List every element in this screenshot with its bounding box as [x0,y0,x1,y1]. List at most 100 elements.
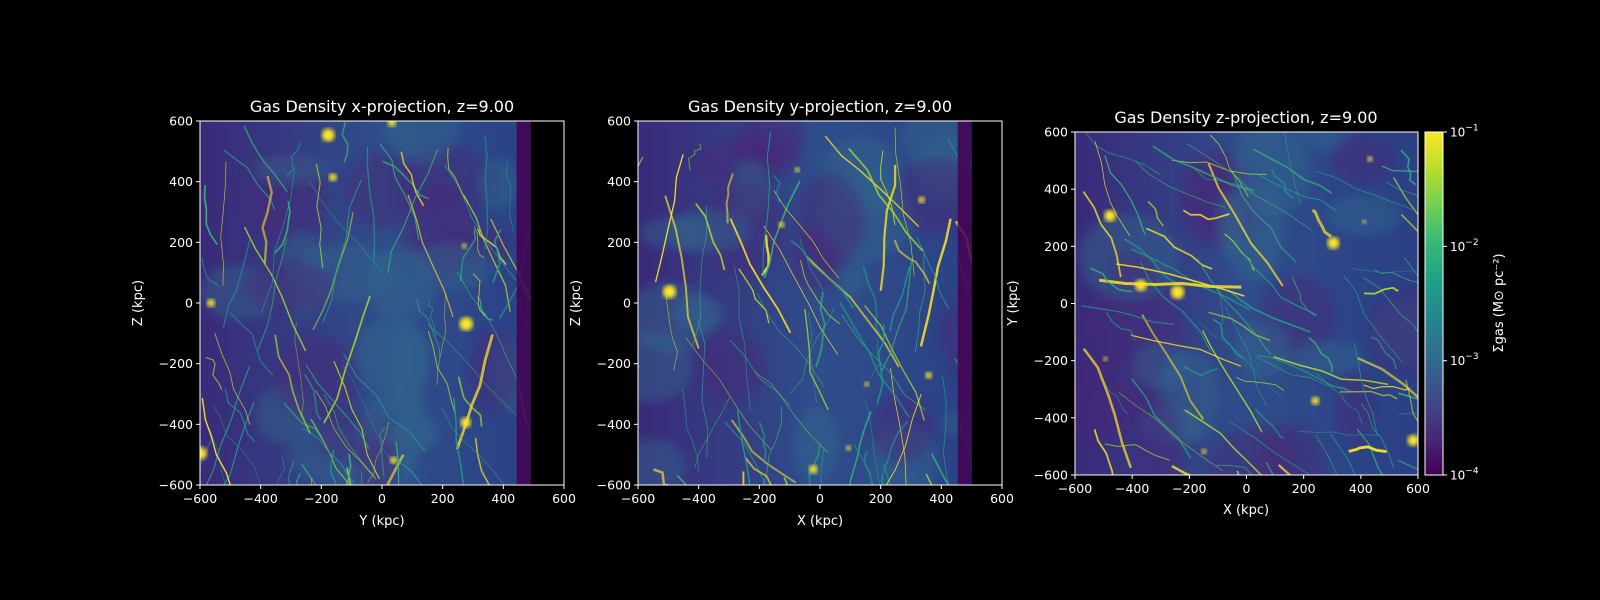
density-filament [773,175,786,207]
density-blotch [732,133,797,165]
density-filament [1227,289,1311,333]
density-filament [1339,390,1398,400]
density-filament [1353,343,1378,434]
x-tick-label: −400 [243,491,277,506]
density-filament [220,161,227,286]
density-knot [460,417,471,428]
x-tick-label: −600 [183,491,217,506]
density-filament [395,440,400,485]
x-tick-labels: −600 −400 −200 0 200 400 600 [183,485,576,506]
density-filament [1139,261,1212,352]
density-knot [1103,356,1108,362]
density-filament [360,471,363,485]
y-tick-label: −200 [1034,353,1068,368]
density-blotch [344,151,415,229]
density-filament [742,471,745,485]
density-blotch [1210,426,1302,475]
density-filament [333,360,380,480]
density-filament [1392,177,1418,216]
empty-region-edge [957,121,972,485]
y-tick-labels: −600 −400 −200 0 200 400 600 [159,114,200,493]
density-blotch [477,157,519,210]
density-filament [638,156,644,168]
density-filament [664,195,700,349]
y-tick-labels: −600 −400 −200 0 200 400 600 [597,114,638,493]
density-knot [461,243,467,249]
density-blotch [1111,253,1158,287]
density-filament [653,468,672,485]
density-filament [312,212,354,331]
density-filament [229,312,274,376]
colorbar-tick-labels: 10−1 10−2 10−3 10−4 [1443,124,1479,483]
colorbar-tick-label: 10−1 [1450,124,1479,140]
density-filament [1386,181,1418,197]
y-tick-label: 400 [169,174,193,189]
density-blotch [1367,287,1418,375]
panel-z-projection: −600 −400 −200 0 200 400 600 −600 −400 −200 0 200 4… [1006,108,1507,518]
density-filament [1224,306,1267,406]
y-tick-label: 0 [1060,296,1068,311]
density-knot [1407,434,1418,446]
density-filament [1356,428,1384,475]
density-filament [1231,170,1298,264]
density-knot [200,447,207,460]
density-filament [1381,165,1418,173]
density-filament [286,142,302,176]
density-filament [294,322,304,418]
density-filament [387,148,439,274]
density-filament [505,161,515,232]
density-filament [457,271,522,387]
density-filament [201,258,220,288]
density-filament [201,397,232,485]
density-filament [1135,161,1226,208]
density-filament [223,402,255,485]
x-tick-label: −400 [681,491,715,506]
density-map-y-projection [638,121,1002,485]
density-filament [1104,155,1146,235]
density-map-x-projection [200,121,564,485]
density-filament [1398,392,1418,400]
x-tick-label: 200 [869,491,893,506]
x-tick-labels: −600 −400 −200 0 200 400 600 [1058,475,1430,496]
y-axis-label: Z (kpc) [131,280,146,326]
y-tick-label: 200 [1044,239,1068,254]
density-filament [665,292,678,371]
density-filament [960,483,963,485]
density-filament [1207,163,1284,287]
density-knot [794,167,800,173]
density-filament [1298,430,1380,436]
density-knot [1362,219,1367,224]
density-knot [864,381,870,387]
density-filament [724,422,767,485]
density-filament [457,376,483,427]
density-filament [815,291,826,368]
density-filament [754,371,829,454]
density-blotch [253,154,331,185]
x-tick-label: −600 [1058,481,1092,496]
density-filament [881,259,913,372]
density-filament [407,194,454,318]
density-filament [736,409,751,485]
density-filament [654,154,684,283]
density-knot [1367,156,1373,162]
density-filament [1403,257,1418,278]
density-filament [1253,148,1333,194]
density-filament [930,453,951,485]
y-tick-label: 600 [169,114,193,129]
density-knot [845,445,852,451]
density-filament [694,396,731,468]
density-filament [729,218,792,334]
density-filament [315,163,324,269]
density-filament [1370,336,1397,370]
density-filament [277,456,285,485]
y-tick-label: −200 [159,356,193,371]
density-field [200,121,564,485]
density-filament [1081,305,1175,325]
colorbar-gradient [1425,132,1443,475]
density-filament [483,134,489,250]
y-tick-label: 0 [185,296,193,311]
density-filament [261,175,273,264]
density-filament [222,239,251,329]
density-filament [1254,408,1285,439]
density-knot [390,456,398,464]
